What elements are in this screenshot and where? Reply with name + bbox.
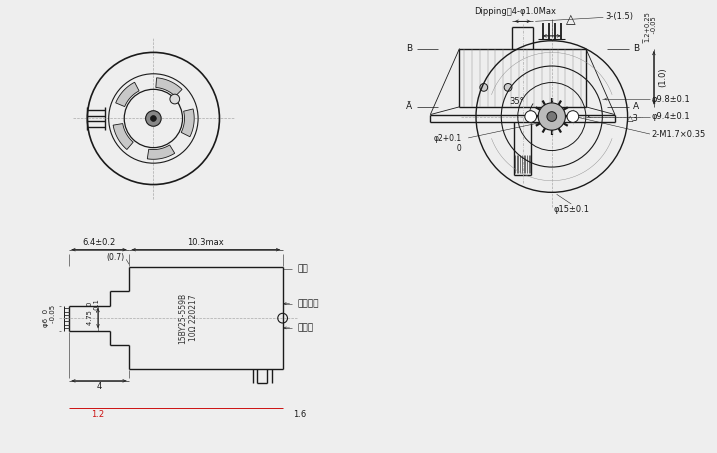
Text: △3: △3 [627, 114, 638, 123]
Text: B: B [406, 44, 412, 53]
Text: 1.6: 1.6 [293, 410, 307, 419]
Text: 电阻值: 电阻值 [298, 323, 313, 333]
Polygon shape [115, 82, 139, 106]
Circle shape [146, 111, 161, 126]
Text: (0.7): (0.7) [106, 253, 124, 262]
Circle shape [538, 103, 566, 130]
Polygon shape [156, 78, 182, 96]
Circle shape [504, 83, 512, 91]
Circle shape [151, 116, 156, 121]
Text: 6.4±0.2: 6.4±0.2 [82, 238, 115, 247]
Text: 4.75  0
       -0.1: 4.75 0 -0.1 [87, 299, 100, 327]
Text: 15BY25-559B
10Ω 220217: 15BY25-559B 10Ω 220217 [179, 293, 198, 344]
Text: 10.3max: 10.3max [187, 238, 224, 247]
Text: Ā: Ā [406, 102, 412, 111]
Circle shape [547, 112, 556, 121]
Text: 1.2+0.25
    -0.05: 1.2+0.25 -0.05 [644, 11, 657, 42]
Polygon shape [113, 124, 133, 149]
Text: B̄: B̄ [633, 44, 640, 53]
Text: Dipping后4-φ1.0Max: Dipping后4-φ1.0Max [474, 7, 556, 16]
Circle shape [170, 94, 180, 104]
Polygon shape [181, 109, 194, 137]
Text: 3-(1.5): 3-(1.5) [605, 12, 633, 21]
Text: (1.0): (1.0) [659, 68, 668, 87]
Text: φ9.4±0.1: φ9.4±0.1 [652, 112, 690, 121]
Text: 2-M1.7×0.35: 2-M1.7×0.35 [652, 130, 706, 139]
Text: 4: 4 [96, 382, 102, 391]
Text: φ15±0.1: φ15±0.1 [554, 205, 589, 214]
Text: φ9.8±0.1: φ9.8±0.1 [652, 95, 690, 104]
Text: A: A [633, 102, 640, 111]
Circle shape [567, 111, 579, 122]
Circle shape [525, 111, 536, 122]
Text: △: △ [566, 13, 576, 26]
Polygon shape [147, 145, 175, 159]
Text: 1.2: 1.2 [92, 410, 105, 419]
Text: φ2+0.1
     0: φ2+0.1 0 [433, 134, 462, 154]
Text: φ6  0
    -0.05: φ6 0 -0.05 [43, 304, 56, 332]
Text: 35°: 35° [509, 97, 524, 106]
Text: 机型: 机型 [298, 265, 308, 274]
Circle shape [480, 83, 488, 91]
Text: 生产日期: 生产日期 [298, 299, 318, 308]
